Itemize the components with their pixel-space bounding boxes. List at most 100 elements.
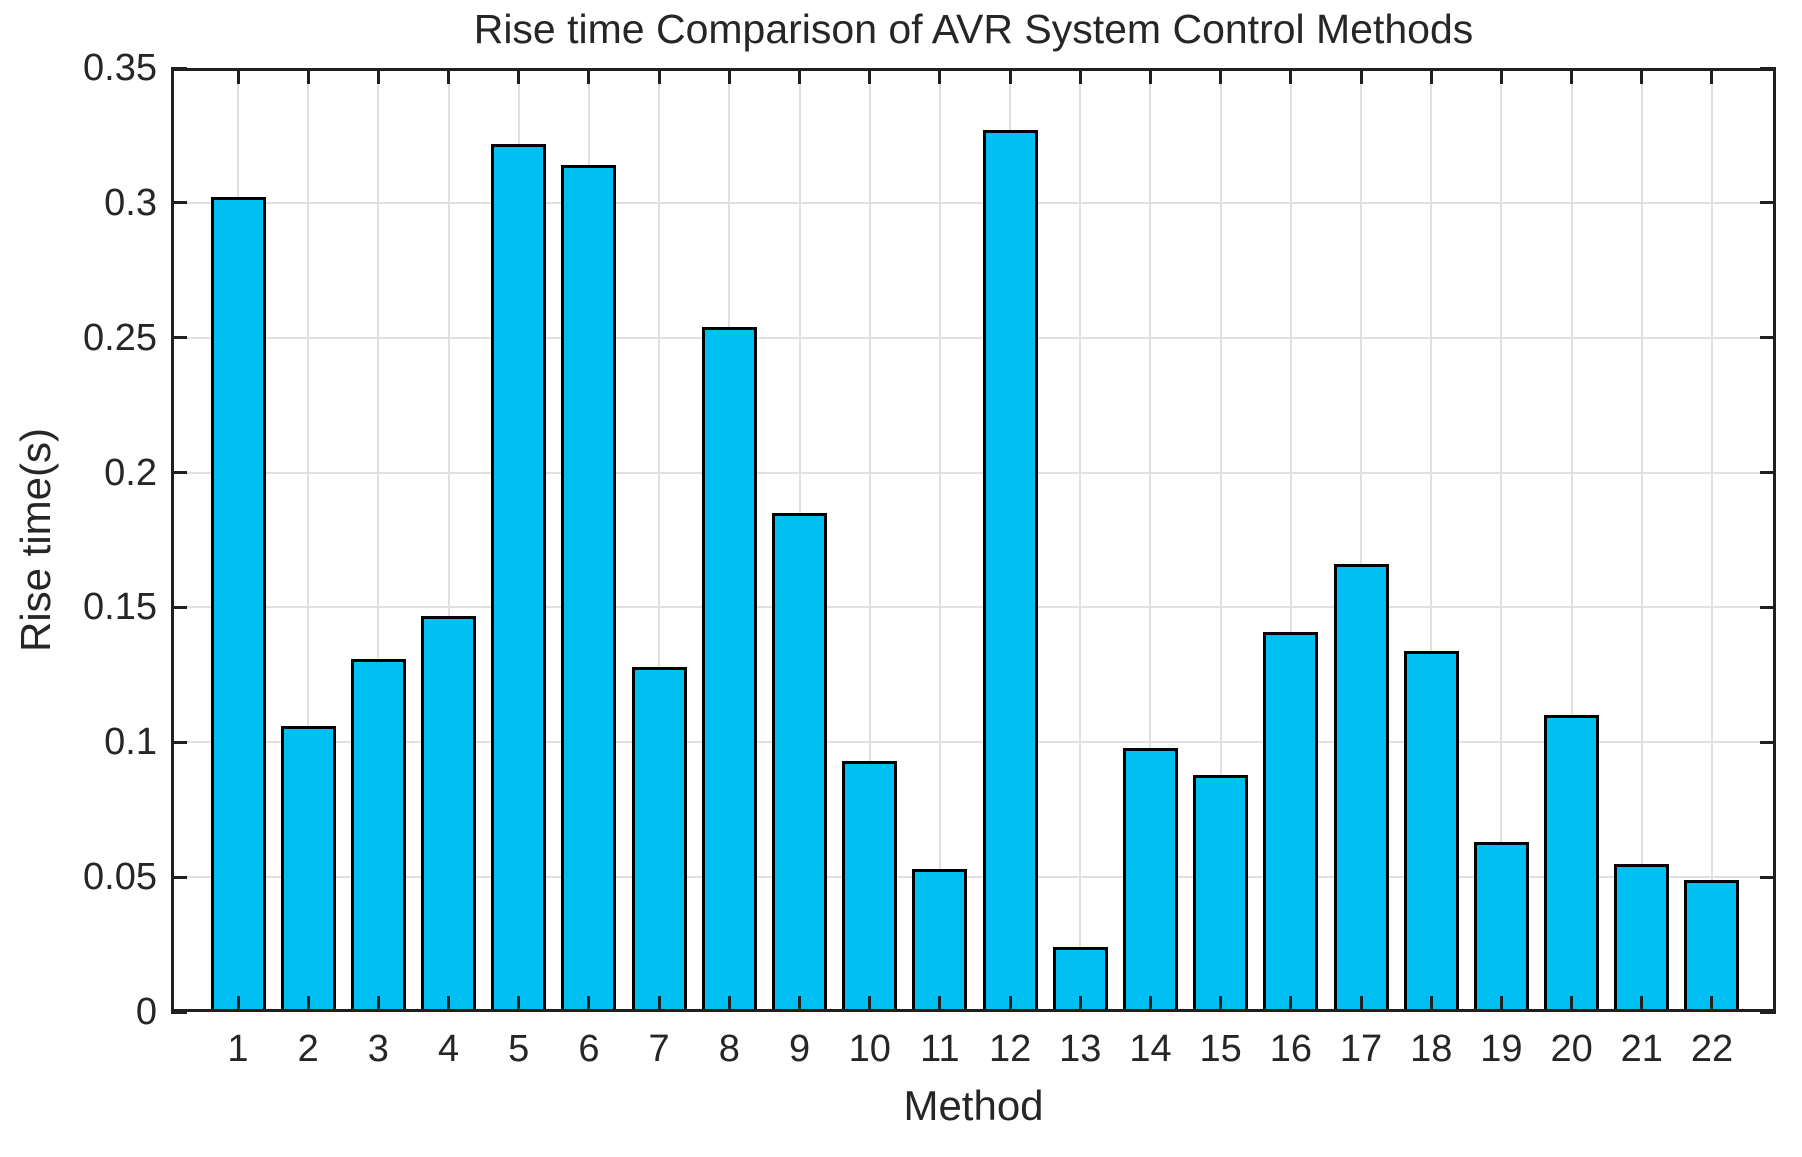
bar [421, 615, 477, 1012]
y-tick-mark [1760, 605, 1776, 609]
bars-layer [171, 68, 1776, 1012]
x-axis-line [171, 1009, 1776, 1012]
h-gridline [171, 201, 1776, 204]
x-tick-mark [1499, 996, 1503, 1012]
bar [210, 197, 266, 1012]
y-tick-label: 0.35 [83, 47, 157, 89]
y-tick-mark [171, 605, 187, 609]
y-tick-label: 0.2 [104, 451, 157, 494]
v-gridline [1360, 68, 1363, 1012]
v-gridline [1710, 68, 1713, 1012]
y-tick-label: 0 [135, 991, 157, 1033]
x-tick-label: 16 [1269, 1028, 1312, 1070]
x-tick-mark [1499, 68, 1503, 84]
x-tick-mark [798, 68, 802, 84]
bar [772, 513, 828, 1012]
bar [1122, 747, 1178, 1012]
x-tick-mark [868, 68, 872, 84]
x-tick-mark [1359, 996, 1363, 1012]
x-tick-mark [657, 996, 661, 1012]
y-tick-mark [1760, 875, 1776, 879]
x-tick-mark [1359, 68, 1363, 84]
bar [1193, 774, 1249, 1012]
x-tick-mark [1008, 996, 1012, 1012]
x-tick-mark [727, 68, 731, 84]
bar [1333, 564, 1389, 1012]
y-tick-label: 0.25 [83, 316, 157, 359]
y-tick-mark [171, 201, 187, 205]
x-tick-label: 1 [227, 1028, 249, 1070]
x-tick-mark [868, 996, 872, 1012]
x-tick-label: 10 [848, 1028, 891, 1070]
x-tick-mark [447, 68, 451, 84]
x-tick-mark [1570, 68, 1574, 84]
h-gridline [171, 876, 1776, 879]
x-tick-label: 22 [1690, 1028, 1734, 1070]
v-gridline [1149, 68, 1152, 1012]
x-tick-label: 13 [1059, 1028, 1102, 1070]
x-tick-label: 3 [367, 1028, 389, 1070]
v-gridline [1570, 68, 1573, 1012]
bar [982, 130, 1038, 1012]
x-tick-mark [306, 68, 310, 84]
bar [491, 143, 547, 1012]
right-spine [1773, 68, 1776, 1012]
h-gridline [171, 606, 1776, 609]
x-tick-mark [1219, 68, 1223, 84]
v-gridline [307, 68, 310, 1012]
y-tick-label: 0.3 [104, 181, 157, 224]
y-tick-mark [1760, 336, 1776, 340]
x-tick-mark [587, 996, 591, 1012]
x-tick-mark [236, 68, 240, 84]
x-tick-label: 21 [1620, 1028, 1663, 1070]
y-tick-label: 0.15 [83, 586, 157, 629]
x-tick-label: 18 [1410, 1028, 1453, 1070]
x-tick-mark [1710, 996, 1714, 1012]
bar [1684, 879, 1740, 1012]
x-tick-mark [1289, 996, 1293, 1012]
bar [1473, 842, 1529, 1012]
v-gridline [1079, 68, 1082, 1012]
v-gridline [1219, 68, 1222, 1012]
x-tick-mark [938, 68, 942, 84]
x-tick-mark [1078, 68, 1082, 84]
x-tick-mark [447, 996, 451, 1012]
top-spine [171, 68, 1776, 71]
x-tick-label: 8 [718, 1028, 740, 1070]
bar [1614, 863, 1670, 1012]
x-tick-mark [727, 996, 731, 1012]
y-axis-line [171, 68, 174, 1012]
x-tick-mark [798, 996, 802, 1012]
x-tick-label: 2 [297, 1028, 319, 1070]
x-tick-label: 17 [1339, 1028, 1383, 1070]
x-tick-mark [376, 996, 380, 1012]
x-tick-mark [1148, 996, 1152, 1012]
x-tick-label: 15 [1199, 1028, 1242, 1070]
x-tick-mark [517, 68, 521, 84]
x-tick-mark [587, 68, 591, 84]
v-gridline [1289, 68, 1292, 1012]
x-tick-mark [938, 996, 942, 1012]
y-tick-mark [1760, 740, 1776, 744]
v-gridline [658, 68, 661, 1012]
x-tick-mark [1008, 68, 1012, 84]
x-tick-mark [517, 996, 521, 1012]
y-tick-mark [171, 875, 187, 879]
bar [1403, 650, 1459, 1012]
y-tick-mark [1760, 1010, 1776, 1014]
y-tick-mark [171, 336, 187, 340]
x-tick-label: 7 [648, 1028, 670, 1070]
x-tick-label: 5 [508, 1028, 530, 1070]
x-tick-label: 6 [578, 1028, 600, 1070]
h-gridline [171, 336, 1776, 339]
v-gridline [1430, 68, 1433, 1012]
x-tick-label: 11 [920, 1028, 960, 1070]
bar [280, 726, 336, 1012]
x-tick-mark [236, 996, 240, 1012]
bar [1263, 631, 1319, 1012]
x-tick-label: 19 [1480, 1028, 1523, 1070]
x-tick-label: 14 [1129, 1028, 1172, 1070]
v-gridline [377, 68, 380, 1012]
x-tick-mark [1640, 68, 1644, 84]
